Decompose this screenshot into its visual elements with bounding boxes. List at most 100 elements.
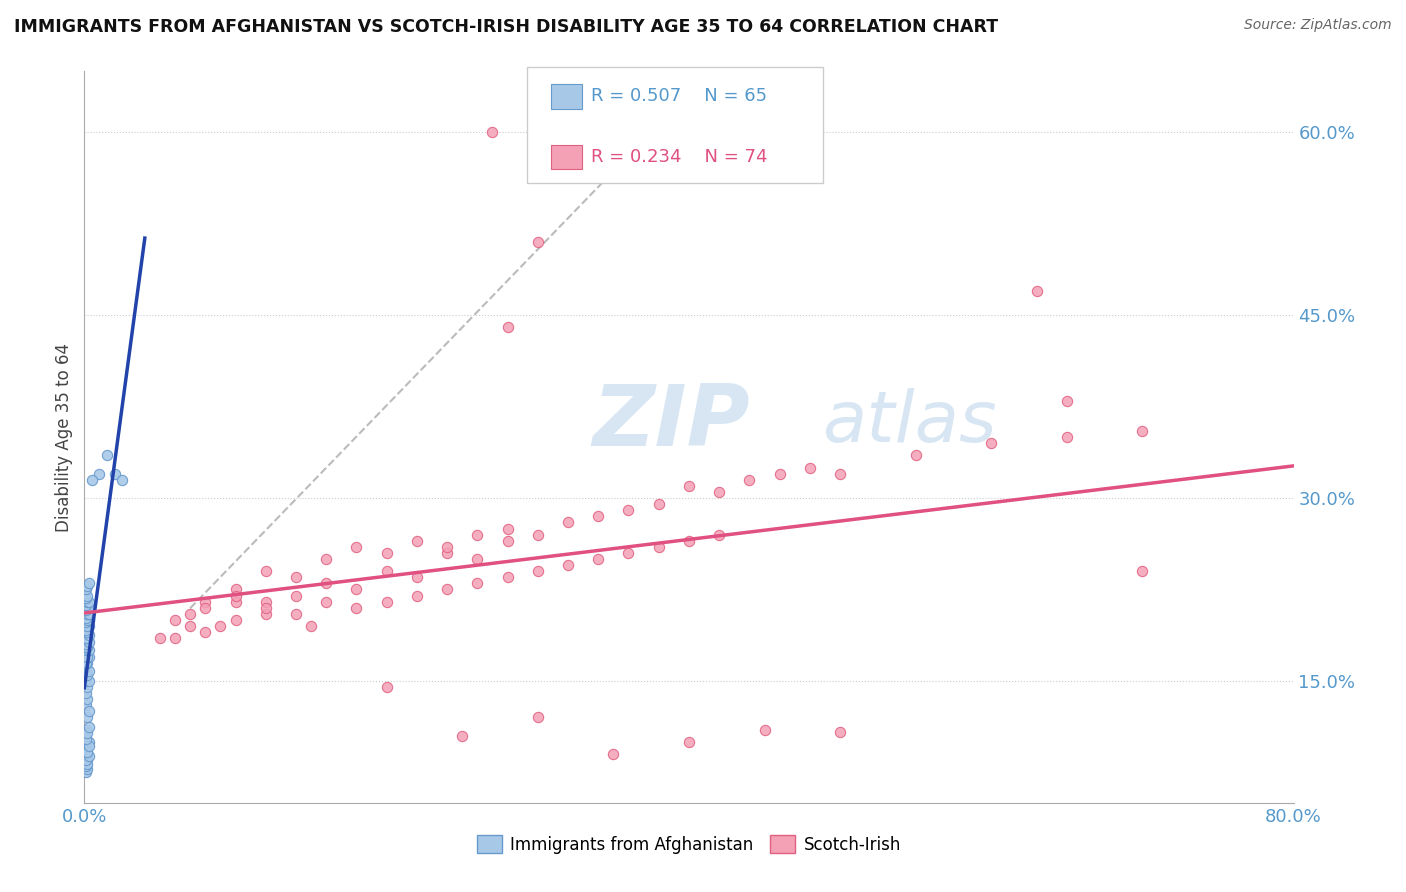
Point xyxy=(285,589,308,603)
Point xyxy=(75,686,97,700)
Point xyxy=(254,607,277,621)
Point xyxy=(678,533,700,548)
Point xyxy=(496,320,519,334)
Point xyxy=(678,735,700,749)
Point xyxy=(76,745,98,759)
Point xyxy=(77,749,100,764)
Point xyxy=(77,643,100,657)
Point xyxy=(80,473,103,487)
Point xyxy=(254,564,277,578)
Point xyxy=(209,619,232,633)
Point xyxy=(77,607,100,621)
Text: R = 0.507    N = 65: R = 0.507 N = 65 xyxy=(591,87,766,105)
Point xyxy=(75,632,97,646)
Point xyxy=(75,723,97,737)
Point xyxy=(194,594,217,608)
Point xyxy=(77,705,100,719)
Point xyxy=(225,589,247,603)
Point xyxy=(77,627,100,641)
Point xyxy=(436,582,458,597)
Point xyxy=(77,619,100,633)
Point xyxy=(75,656,97,670)
Point xyxy=(1130,424,1153,438)
Point xyxy=(179,619,201,633)
Point xyxy=(76,649,98,664)
Point xyxy=(285,570,308,584)
Point xyxy=(436,540,458,554)
Point xyxy=(76,756,98,771)
Point xyxy=(1206,814,1229,828)
Point xyxy=(1056,393,1078,408)
Point xyxy=(179,607,201,621)
Point xyxy=(76,589,98,603)
Point xyxy=(346,600,368,615)
Point xyxy=(77,720,100,734)
Text: Source: ZipAtlas.com: Source: ZipAtlas.com xyxy=(1244,18,1392,32)
Point xyxy=(830,725,852,739)
Point xyxy=(980,436,1002,450)
Point xyxy=(375,564,398,578)
Point xyxy=(165,632,187,646)
Point xyxy=(76,632,98,646)
Point xyxy=(254,600,277,615)
Point xyxy=(75,759,97,773)
Point xyxy=(225,594,247,608)
Point xyxy=(588,509,610,524)
Y-axis label: Disability Age 35 to 64: Disability Age 35 to 64 xyxy=(55,343,73,532)
Point xyxy=(527,710,550,724)
Point xyxy=(709,527,731,541)
Point xyxy=(436,546,458,560)
Point xyxy=(617,503,640,517)
Point xyxy=(315,576,337,591)
Point xyxy=(799,460,821,475)
Text: atlas: atlas xyxy=(823,388,997,457)
Point xyxy=(77,664,100,678)
Point xyxy=(76,726,98,740)
Point xyxy=(77,649,100,664)
Point xyxy=(111,473,134,487)
Text: R = 0.234    N = 74: R = 0.234 N = 74 xyxy=(591,148,768,166)
Point xyxy=(406,533,429,548)
Point xyxy=(76,594,98,608)
Point xyxy=(738,473,761,487)
Point xyxy=(315,594,337,608)
Point xyxy=(76,656,98,670)
Point xyxy=(830,467,852,481)
Point xyxy=(77,594,100,608)
Point xyxy=(467,552,489,566)
Point xyxy=(299,619,322,633)
Legend: Immigrants from Afghanistan, Scotch-Irish: Immigrants from Afghanistan, Scotch-Iris… xyxy=(470,829,908,860)
Point xyxy=(75,599,97,613)
Point xyxy=(346,540,368,554)
Point xyxy=(225,582,247,597)
Point xyxy=(76,762,98,776)
Point xyxy=(76,640,98,654)
Point xyxy=(254,594,277,608)
Point xyxy=(648,540,671,554)
Point xyxy=(77,739,100,753)
Point xyxy=(75,643,97,657)
Point xyxy=(375,680,398,694)
Point xyxy=(75,753,97,767)
Point xyxy=(496,533,519,548)
Point xyxy=(77,673,100,688)
Point xyxy=(557,558,579,573)
Point xyxy=(588,552,610,566)
Point xyxy=(75,610,97,624)
Point xyxy=(481,125,503,139)
Point xyxy=(77,613,100,627)
Point xyxy=(709,485,731,500)
Point xyxy=(527,527,550,541)
Point xyxy=(769,467,792,481)
Point xyxy=(754,723,776,737)
Point xyxy=(75,740,97,755)
Point xyxy=(77,576,100,591)
Point xyxy=(75,591,97,605)
Point xyxy=(1025,284,1047,298)
Point xyxy=(76,600,98,615)
Point xyxy=(77,635,100,649)
Point xyxy=(346,582,368,597)
Point xyxy=(76,692,98,706)
Point xyxy=(75,732,97,747)
Point xyxy=(76,607,98,621)
